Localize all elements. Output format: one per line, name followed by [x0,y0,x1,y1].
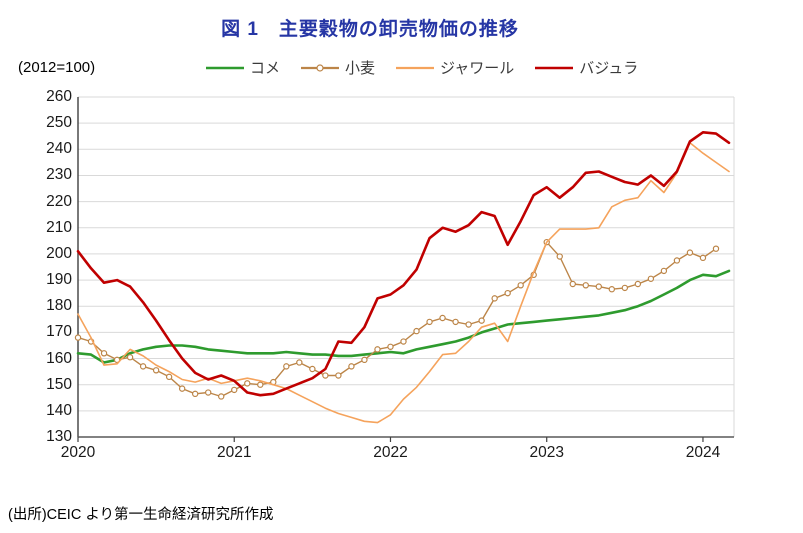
chart-title: 図 1 主要穀物の卸売物価の推移 [221,19,519,40]
legend-item-0: コメ [205,57,280,78]
legend-swatch [396,66,435,69]
series-line [77,241,717,398]
series-marker [204,389,212,396]
series-marker [231,386,238,394]
series-marker [244,380,251,387]
series-line [77,142,730,424]
y-tick-label: 140 [46,401,72,419]
series-marker [348,363,355,370]
series-marker [322,372,329,379]
series-marker [100,350,108,357]
y-tick-label: 130 [46,428,72,445]
series-marker [126,354,134,361]
series-marker [374,346,381,353]
series-marker [491,295,498,302]
y-tick-label: 240 [46,140,72,158]
series-marker [686,249,694,256]
series-marker [74,334,82,341]
series-marker [400,338,407,345]
legend-item-1: 小麦 [300,57,375,78]
y-tick-label: 210 [46,218,72,236]
series-marker [608,286,616,293]
y-axis-unit-note: (2012=100) [18,59,96,76]
y-tick-label: 170 [46,323,72,341]
series-marker [152,367,160,374]
y-tick-label: 220 [46,192,72,210]
series-marker [218,393,225,400]
y-tick-label: 230 [46,166,72,184]
series-marker [673,257,681,264]
x-tick-label: 2023 [529,444,564,461]
x-tick-label: 2024 [685,444,721,461]
series-marker [595,283,603,290]
series-marker [439,314,446,322]
series-marker [309,365,316,373]
series-marker [178,385,186,392]
y-tick-label: 200 [46,244,72,262]
legend-swatch [206,66,244,69]
series-marker [699,254,707,262]
series-line [76,269,731,364]
legend: コメ 小麦 ジャワール バジュラ [205,57,638,78]
x-tick-label: 2022 [373,444,408,461]
series-marker [660,267,668,275]
legend-item-3: バジュラ [534,57,638,78]
series-marker [465,321,472,328]
y-tick-label: 160 [46,349,72,367]
y-tick-label: 150 [46,375,72,393]
series-marker [413,327,420,335]
series-marker [257,381,264,388]
series-marker [569,280,576,288]
series-marker [556,253,563,260]
legend-label: ジャワール [440,60,515,77]
legend-label: 小麦 [345,60,376,77]
series-marker [283,363,290,370]
series-marker [582,282,589,289]
series-marker [478,317,485,324]
x-tick-label: 2021 [216,444,252,461]
legend-label: バジュラ [579,60,639,77]
series-marker [621,284,629,292]
series-marker [712,245,720,252]
legend-swatch [301,63,340,72]
source-note: (出所)CEIC より第一生命経済研究所作成 [8,507,274,523]
series-marker [452,318,459,326]
series-marker [504,289,511,297]
series-marker [647,275,655,282]
series-marker [517,282,524,289]
y-tick-label: 260 [46,88,72,105]
legend-item-2: ジャワール [395,57,514,78]
series-marker [296,359,303,366]
series-line [76,131,731,397]
series-marker [634,280,642,288]
y-tick-label: 190 [46,271,72,289]
y-tick-label: 180 [46,297,72,315]
series-marker [139,363,147,370]
series-marker [361,356,368,364]
series-marker [335,372,342,379]
series-marker [387,343,394,350]
series-marker [191,390,199,398]
series-marker [165,373,173,381]
y-tick-label: 250 [46,114,72,132]
legend-label: コメ [250,60,281,77]
x-tick-label: 2020 [60,444,96,461]
legend-swatch [535,66,574,69]
series-marker [426,318,433,326]
